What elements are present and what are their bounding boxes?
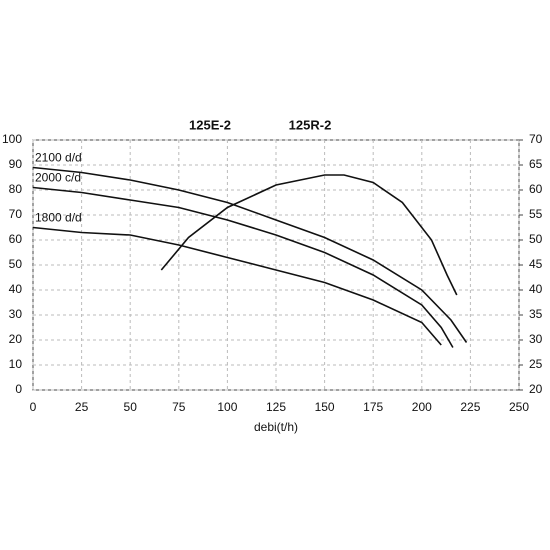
y2-tick-label: 20 <box>529 382 543 396</box>
x-tick-label: 150 <box>315 400 335 414</box>
x-tick-label: 250 <box>509 400 529 414</box>
y-tick-label: 80 <box>9 182 23 196</box>
y-tick-label: 70 <box>9 207 23 221</box>
x-tick-label: 100 <box>217 400 237 414</box>
x-tick-label: 175 <box>363 400 383 414</box>
y2-tick-label: 50 <box>529 232 543 246</box>
y2-tick-label: 65 <box>529 157 543 171</box>
y2-tick-label: 45 <box>529 257 543 271</box>
curve <box>160 174 458 296</box>
y-tick-label: 10 <box>9 357 23 371</box>
curve <box>32 186 454 348</box>
y2-tick-label: 55 <box>529 207 543 221</box>
y-tick-label: 50 <box>9 257 23 271</box>
y2-tick-label: 40 <box>529 282 543 296</box>
series-label: 2100 d/d <box>35 151 82 165</box>
y-tick-label: 30 <box>9 307 23 321</box>
x-tick-label: 50 <box>124 400 138 414</box>
x-tick-label: 200 <box>412 400 432 414</box>
y2-tick-label: 35 <box>529 307 543 321</box>
x-tick-label: 75 <box>172 400 186 414</box>
x-tick-label: 25 <box>75 400 89 414</box>
x-tick-label: 125 <box>266 400 286 414</box>
y-tick-label: 0 <box>15 382 22 396</box>
chart-title: 125E-2 <box>189 117 231 132</box>
x-tick-label: 225 <box>460 400 480 414</box>
x-tick-label: 0 <box>30 400 37 414</box>
y2-tick-label: 60 <box>529 182 543 196</box>
y2-tick-label: 25 <box>529 357 543 371</box>
y-tick-label: 40 <box>9 282 23 296</box>
curve <box>32 166 468 343</box>
chart-subtitle: 125R-2 <box>289 117 332 132</box>
y-tick-label: 100 <box>2 132 22 146</box>
y-tick-label: 90 <box>9 157 23 171</box>
y2-tick-label: 70 <box>529 132 543 146</box>
series-label: 2000 c/d <box>35 171 81 185</box>
y2-tick-label: 30 <box>529 332 543 346</box>
curve <box>32 226 442 346</box>
x-axis-label: debi(t/h) <box>254 420 298 434</box>
series-label: 1800 d/d <box>35 211 82 225</box>
y-tick-label: 60 <box>9 232 23 246</box>
y-tick-label: 20 <box>9 332 23 346</box>
